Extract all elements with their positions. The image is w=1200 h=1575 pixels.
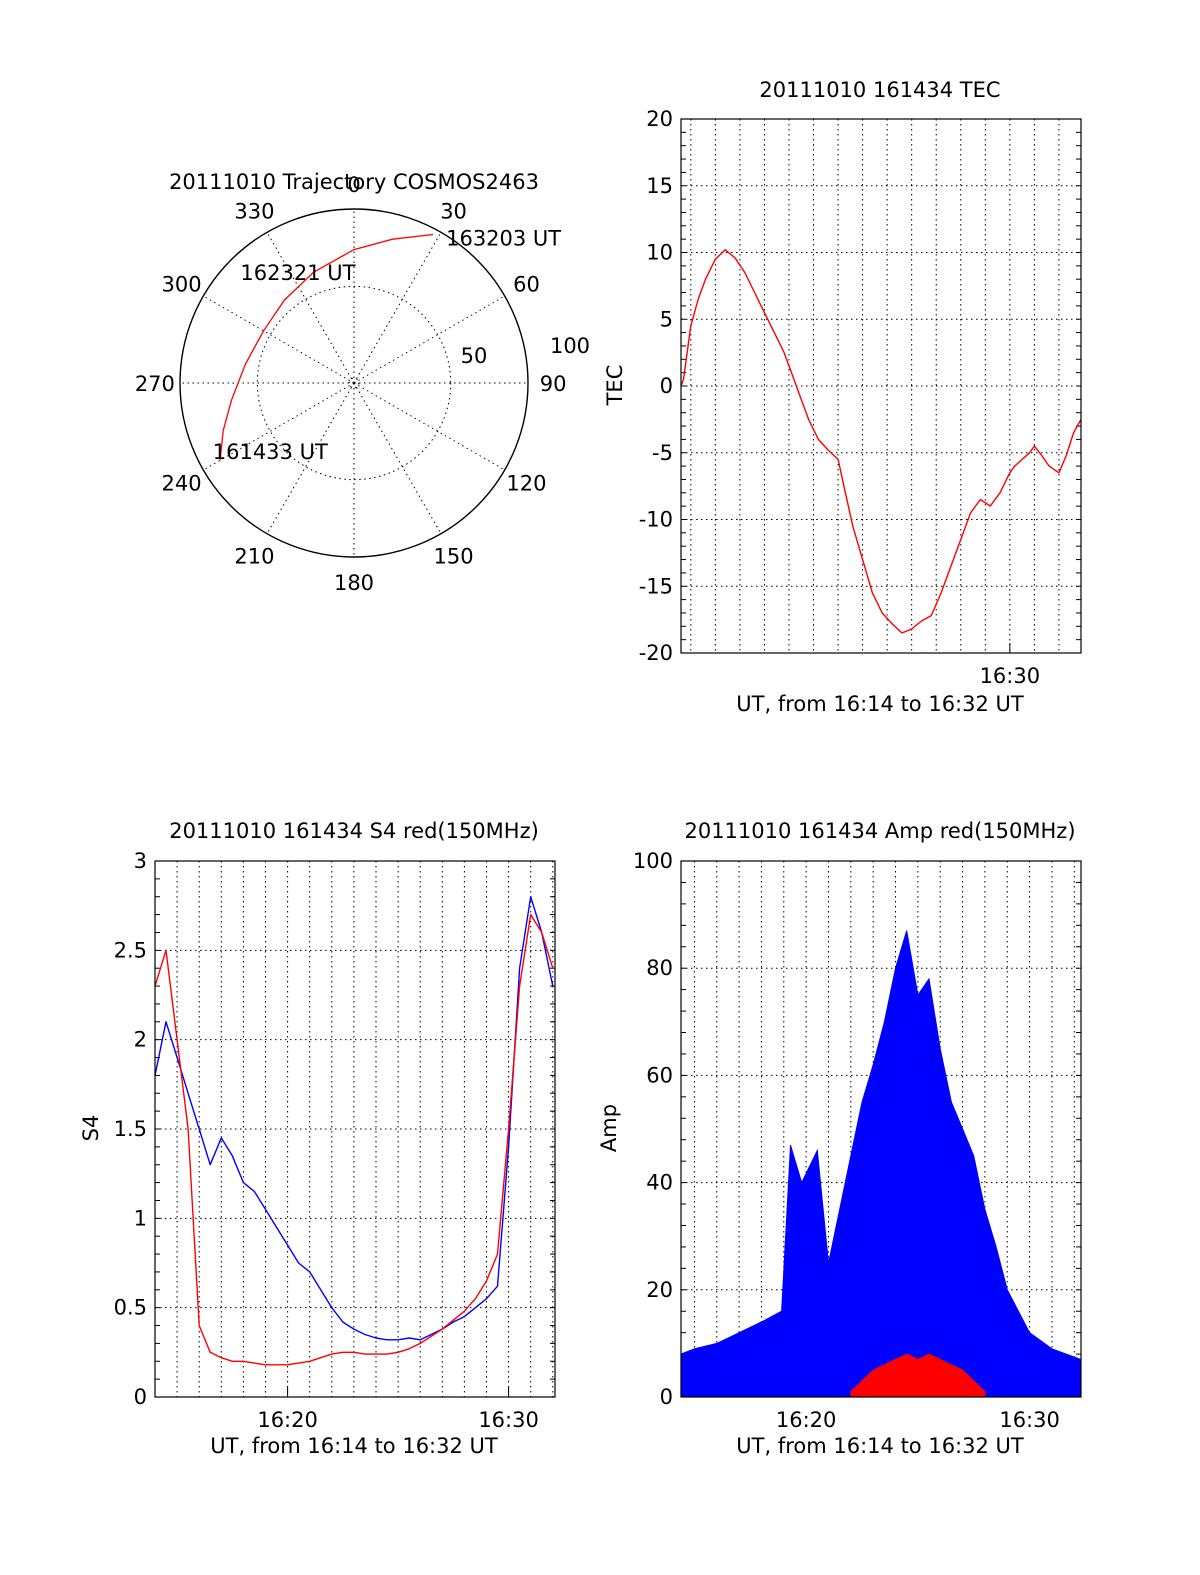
azimuth-spoke — [203, 295, 355, 384]
x-tick-label: 16:30 — [999, 1408, 1060, 1432]
azimuth-label: 180 — [334, 571, 374, 595]
azimuth-spoke — [203, 382, 355, 471]
satellite-track — [219, 233, 434, 461]
s4-title: 20111010 161434 S4 red(150MHz) — [169, 819, 539, 843]
tec-title: 20111010 161434 TEC — [759, 78, 1000, 102]
azimuth-label: 30 — [440, 200, 467, 224]
x-tick-label: 16:30 — [980, 664, 1041, 688]
elevation-label: 50 — [461, 344, 488, 368]
amp-title: 20111010 161434 Amp red(150MHz) — [684, 819, 1075, 843]
azimuth-label: 270 — [135, 372, 175, 396]
azimuth-spoke — [353, 382, 505, 471]
plot-area — [681, 249, 1081, 634]
azimuth-label: 300 — [161, 272, 201, 296]
pass-time-label: 162321 UT — [240, 261, 355, 285]
amp-xlabel: UT, from 16:14 to 16:32 UT — [736, 1434, 1024, 1458]
tec-ylabel: TEC — [603, 365, 627, 407]
x-tick-label: 16:20 — [776, 1408, 837, 1432]
azimuth-label: 240 — [161, 472, 201, 496]
y-tick-label: 100 — [633, 849, 673, 873]
pass-time-label: 161433 UT — [213, 440, 328, 464]
pass-time-label: 163203 UT — [446, 226, 561, 250]
x-tick-label: 16:30 — [478, 1408, 539, 1432]
y-tick-label: 20 — [646, 107, 673, 131]
elevation-ring — [256, 285, 452, 481]
y-tick-label: 60 — [646, 1063, 673, 1087]
y-tick-label: 0 — [660, 1385, 673, 1409]
azimuth-spoke — [353, 382, 442, 534]
y-tick-label: 3 — [134, 849, 147, 873]
y-tick-label: 80 — [646, 956, 673, 980]
azimuth-spoke — [353, 232, 442, 384]
y-tick-label: -20 — [639, 641, 673, 665]
y-tick-label: -10 — [639, 508, 673, 532]
azimuth-spoke — [266, 232, 355, 384]
y-tick-label: 2.5 — [114, 938, 147, 962]
amp-chart: 20111010 161434 Amp red(150MHz) UT, from… — [597, 819, 1082, 1458]
series-0-area — [681, 930, 1081, 1397]
s4-chart: 20111010 161434 S4 red(150MHz) UT, from … — [79, 819, 556, 1458]
s4-ylabel: S4 — [79, 1115, 103, 1142]
series-0-line — [155, 896, 554, 1341]
elevation-label: 100 — [550, 334, 590, 358]
tec-xlabel: UT, from 16:14 to 16:32 UT — [736, 692, 1024, 716]
azimuth-label: 60 — [513, 272, 540, 296]
series-1-area — [850, 1353, 986, 1397]
y-tick-label: 1.5 — [114, 1117, 147, 1141]
x-tick-label: 16:20 — [257, 1408, 318, 1432]
azimuth-spoke — [266, 382, 355, 534]
y-tick-label: 0 — [134, 1385, 147, 1409]
y-tick-label: 15 — [646, 174, 673, 198]
series-1-line — [155, 913, 554, 1366]
y-tick-label: 10 — [646, 241, 673, 265]
y-tick-label: 2 — [134, 1028, 147, 1052]
horizon-circle — [179, 208, 529, 558]
azimuth-label: 210 — [234, 544, 274, 568]
y-tick-label: 0.5 — [114, 1296, 147, 1320]
center-ring — [348, 377, 360, 389]
trajectory-title: 20111010 Trajectory COSMOS2463 — [169, 170, 539, 194]
azimuth-label: 120 — [506, 472, 546, 496]
plot-area — [681, 930, 1081, 1397]
amp-ylabel: Amp — [597, 1104, 621, 1152]
azimuth-spoke — [353, 295, 505, 384]
y-tick-label: -5 — [652, 441, 673, 465]
tec-chart: 20111010 161434 TEC UT, from 16:14 to 16… — [603, 78, 1082, 716]
y-tick-label: 40 — [646, 1171, 673, 1195]
y-tick-label: 0 — [660, 374, 673, 398]
azimuth-label: 330 — [234, 200, 274, 224]
y-tick-label: 20 — [646, 1278, 673, 1302]
y-tick-label: 1 — [134, 1206, 147, 1230]
plot-frame — [680, 118, 1082, 654]
plot-area — [155, 896, 554, 1366]
y-tick-label: 5 — [660, 307, 673, 331]
s4-xlabel: UT, from 16:14 to 16:32 UT — [210, 1434, 498, 1458]
series-0-line — [681, 249, 1081, 634]
trajectory-polar-plot: 20111010 Trajectory COSMOS2463 0 30 60 90 12… — [135, 170, 590, 595]
plot-frame — [680, 860, 1082, 1398]
azimuth-label: 150 — [434, 544, 474, 568]
azimuth-label: 0 — [347, 173, 360, 197]
y-tick-label: -15 — [639, 574, 673, 598]
plot-frame — [154, 860, 556, 1398]
azimuth-label: 90 — [540, 372, 567, 396]
